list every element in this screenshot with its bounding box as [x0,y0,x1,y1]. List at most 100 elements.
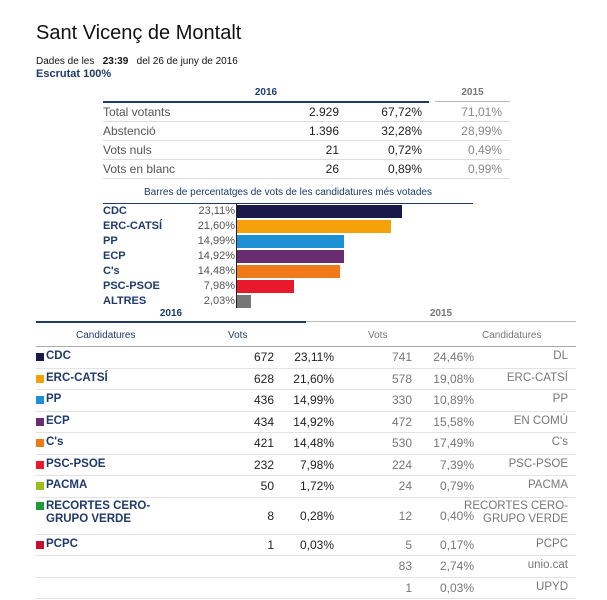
table-row: PP 436 14,99% 330 10,89% PP [36,390,576,412]
update-date: del 26 de juny de 2016 [136,56,238,67]
votes-2015: 530 [391,436,412,451]
participation-row: Vots nuls 21 0,72% 0,49% [103,141,510,160]
table-row: PSC-PSOE 232 7,98% 224 7,39% PSC-PSOE [36,455,576,476]
party-name: CDC [46,350,71,363]
bar-value-label: 14,92% [197,250,235,262]
bar [237,235,345,248]
row-label: Vots en blanc [103,162,176,176]
bar [237,205,402,218]
votes-2016: 1 [267,537,274,552]
row-pct: 0,72% [387,143,422,157]
update-info: Dades de les 23:39 del 26 de juny de 201… [36,56,238,67]
participation-row: Total votants 2.929 67,72% 71,01% [103,103,510,122]
votes-2016: 232 [253,457,274,472]
update-time: 23:39 [102,56,129,67]
party-color-swatch [36,439,44,448]
table-row: 83 2,74% unio.cat [36,556,576,578]
bar-row: C's 14,48% [103,264,510,279]
bar-row: ERC-CATSÍ 21,60% [103,219,510,234]
party-name: PACMA [46,479,88,492]
pct-2015: 0,40% [439,508,474,523]
col-candidatures-2015: Candidatures [482,330,542,341]
results-2015-header: 2015 [306,308,576,322]
year-2015-header: 2015 [435,87,510,102]
votes-2015: 83 [398,559,412,574]
party-color-swatch [36,501,44,510]
bar [237,280,294,293]
party-color-swatch [36,396,44,405]
row-pct-2015: 0,49% [467,143,502,157]
results-column-headers: Candidatures Vots Vots Candidatures [36,324,576,347]
party-name: ECP [46,414,70,427]
party-name: C's [46,436,64,449]
bar-value-label: 2,03% [203,295,235,307]
participation-header: 2016 2015 [103,87,510,103]
votes-2015: 5 [405,537,412,552]
party-name-2015: RECORTES CERO- GRUPO VERDE [464,499,568,525]
pct-2016: 23,11% [294,350,334,365]
party-name-2015: ERC-CATSÍ [506,371,568,384]
table-row: ECP 434 14,92% 472 15,58% EN COMÚ [36,412,576,433]
results-table: Candidatures Vots Vots Candidatures CDC 6… [36,324,576,599]
party-name: RECORTES CERO- GRUPO VERDE [46,499,151,525]
party-name: PCPC [46,537,78,550]
scrutiny-status: Escrutat 100% [36,68,112,80]
percentage-bar-chart: Barres de percentatges de vots de les ca… [103,187,510,309]
row-label: Total votants [103,105,171,119]
bar-label: ERC-CATSÍ [103,220,163,232]
party-name-2015: PSC-PSOE [508,457,568,470]
pct-2015: 7,39% [439,457,474,472]
row-pct: 0,89% [387,162,422,176]
party-name-2015: C's [551,436,568,449]
pct-2015: 10,89% [433,393,474,408]
bar-label: ALTRES [103,295,147,307]
party-color-swatch [36,353,44,362]
votes-2015: 1 [405,580,412,595]
party-name: ERC-CATSÍ [46,371,108,384]
row-value: 2.929 [308,105,339,119]
row-value: 21 [325,143,339,157]
votes-2015: 224 [391,457,412,472]
bar-value-label: 14,48% [197,265,235,277]
bar-value-label: 14,99% [197,235,235,247]
votes-2015: 12 [398,508,412,523]
bar-value-label: 21,60% [197,220,235,232]
bar [237,295,252,308]
bar-label: PP [103,235,118,247]
party-name-2015: PCPC [536,537,568,550]
party-color-swatch [36,540,44,549]
party-name-2015: PACMA [527,479,568,492]
pct-2016: 0,28% [299,508,334,523]
party-name: PP [46,393,62,406]
bar-row: ALTRES 2,03% [103,294,510,309]
votes-2016: 421 [253,436,274,451]
participation-row: Abstenció 1.396 32,28% 28,99% [103,122,510,141]
pct-2016: 7,98% [299,457,334,472]
page-title: Sant Vicenç de Montalt [36,22,242,44]
party-name-2015: DL [553,350,568,363]
bar-label: PSC-PSOE [103,280,160,292]
party-name: PSC-PSOE [46,457,106,470]
pct-2015: 15,58% [433,414,474,429]
bar [237,250,344,263]
col-vots-2016: Vots [228,330,248,341]
votes-2016: 434 [253,414,274,429]
table-row: ERC-CATSÍ 628 21,60% 578 19,08% ERC-CATSÍ [36,369,576,390]
party-color-swatch [36,374,44,383]
votes-2016: 50 [260,479,274,494]
bar-row: ECP 14,92% [103,249,510,264]
table-row: PCPC 1 0,03% 5 0,17% PCPC [36,535,576,556]
bar-value-label: 7,98% [203,280,235,292]
pct-2016: 1,72% [299,479,334,494]
party-color-swatch [36,460,44,469]
pct-2016: 14,99% [293,393,334,408]
pct-2015: 24,46% [433,350,474,365]
pct-2015: 0,79% [439,479,474,494]
table-row: CDC 672 23,11% 741 24,46% DL [36,347,576,369]
row-value: 1.396 [308,124,339,138]
votes-2015: 24 [398,479,412,494]
bar [237,265,341,278]
col-candidatures-2016: Candidatures [76,330,136,341]
table-row: RECORTES CERO- GRUPO VERDE 8 0,28% 12 0,40% R… [36,498,576,535]
party-name-2015: EN COMÚ [513,414,568,427]
